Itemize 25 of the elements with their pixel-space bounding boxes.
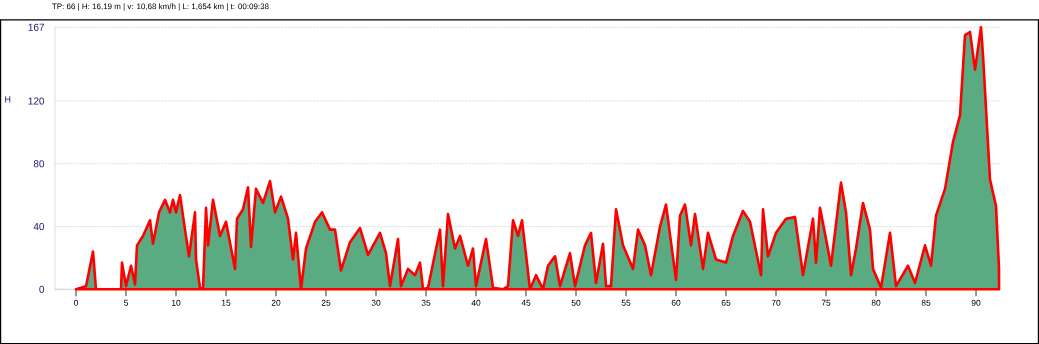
x-tick-label: 5 xyxy=(124,299,129,306)
x-tick-label: 50 xyxy=(571,299,581,306)
y-axis-title: H xyxy=(5,96,11,103)
x-tick-label: 45 xyxy=(521,299,531,306)
x-tick-label: 80 xyxy=(871,299,881,306)
x-tick-label: 55 xyxy=(621,299,631,306)
x-tick-label: 70 xyxy=(771,299,781,306)
x-tick-label: 40 xyxy=(471,299,481,306)
y-tick-label: 120 xyxy=(28,97,45,105)
x-tick-label: 85 xyxy=(921,299,931,306)
x-tick-label: 90 xyxy=(971,299,981,306)
x-tick-label: 75 xyxy=(821,299,831,306)
y-tick-label: 80 xyxy=(33,160,45,168)
x-tick-label: 25 xyxy=(321,299,331,306)
y-tick-label: 167 xyxy=(28,23,44,31)
x-tick-label: 10 xyxy=(171,299,181,306)
x-tick-label: 15 xyxy=(221,299,231,306)
x-tick-label: 30 xyxy=(371,299,381,306)
x-tick-label: 35 xyxy=(421,299,431,306)
y-tick-label: 0 xyxy=(39,285,45,293)
x-tick-label: 0 xyxy=(73,299,79,306)
y-tick-label: 40 xyxy=(33,222,45,230)
x-tick-label: 20 xyxy=(271,299,281,306)
x-tick-label: 65 xyxy=(721,299,731,306)
x-tick-label: 60 xyxy=(671,299,681,306)
